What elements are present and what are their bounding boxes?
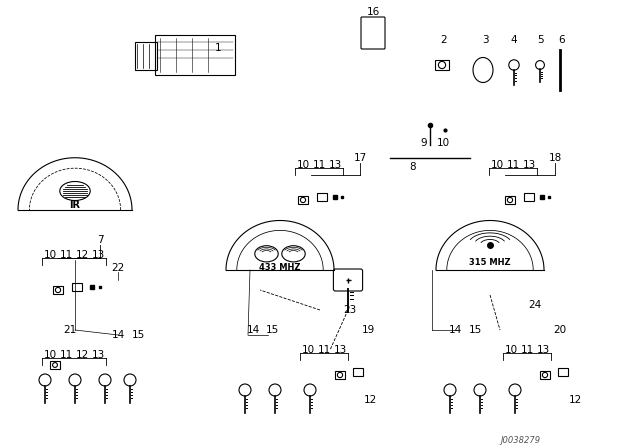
Text: J0038279: J0038279 [500, 435, 540, 444]
Text: 15: 15 [468, 325, 482, 335]
Text: 24: 24 [529, 300, 541, 310]
Text: 13: 13 [536, 345, 550, 355]
Text: 10: 10 [490, 160, 504, 170]
Text: 10: 10 [504, 345, 518, 355]
Text: 18: 18 [548, 153, 562, 163]
Text: 10: 10 [301, 345, 315, 355]
Text: 14: 14 [111, 330, 125, 340]
Text: 1: 1 [214, 43, 221, 53]
Text: 433 MHZ: 433 MHZ [259, 263, 301, 272]
Bar [540, 371, 550, 379]
Text: 17: 17 [353, 153, 367, 163]
Text: 11: 11 [520, 345, 534, 355]
Text: 8: 8 [410, 162, 416, 172]
Text: 19: 19 [362, 325, 374, 335]
Text: 11: 11 [317, 345, 331, 355]
Text: 7: 7 [97, 235, 103, 245]
Text: 15: 15 [131, 330, 145, 340]
Text: 13: 13 [328, 160, 342, 170]
Bar [335, 371, 345, 379]
Text: 5: 5 [537, 35, 543, 45]
Text: 23: 23 [344, 305, 356, 315]
Bar [558, 368, 568, 376]
Text: 12: 12 [76, 250, 88, 260]
Text: 11: 11 [506, 160, 520, 170]
Bar [317, 193, 327, 201]
Text: 10: 10 [44, 250, 56, 260]
Bar [524, 193, 534, 201]
Text: 2: 2 [441, 35, 447, 45]
Text: 13: 13 [92, 250, 104, 260]
Text: 14: 14 [246, 325, 260, 335]
Text: 6: 6 [559, 35, 565, 45]
Text: 13: 13 [92, 350, 104, 360]
Bar [155, 35, 235, 75]
Text: 11: 11 [60, 350, 72, 360]
Text: 12: 12 [76, 350, 88, 360]
Bar [353, 368, 363, 376]
Bar [72, 283, 82, 291]
Text: 10: 10 [296, 160, 310, 170]
Text: 11: 11 [312, 160, 326, 170]
Text: 13: 13 [522, 160, 536, 170]
Text: 20: 20 [554, 325, 566, 335]
Text: 315 MHZ: 315 MHZ [469, 258, 511, 267]
Bar [52, 286, 63, 294]
Text: 14: 14 [449, 325, 461, 335]
Text: 12: 12 [364, 395, 376, 405]
Bar [50, 362, 60, 369]
Text: 21: 21 [63, 325, 77, 335]
Text: 4: 4 [511, 35, 517, 45]
Text: 15: 15 [266, 325, 278, 335]
Bar [298, 196, 308, 204]
Bar [135, 42, 157, 70]
Text: 11: 11 [60, 250, 72, 260]
Text: 13: 13 [333, 345, 347, 355]
Text: 10: 10 [436, 138, 449, 148]
Bar [505, 196, 515, 204]
Text: 10: 10 [44, 350, 56, 360]
Text: 16: 16 [366, 7, 380, 17]
Text: 12: 12 [568, 395, 582, 405]
Text: IR: IR [70, 200, 81, 210]
Text: 22: 22 [111, 263, 125, 273]
Text: 3: 3 [482, 35, 488, 45]
Text: 9: 9 [420, 138, 428, 148]
Bar [435, 60, 449, 70]
